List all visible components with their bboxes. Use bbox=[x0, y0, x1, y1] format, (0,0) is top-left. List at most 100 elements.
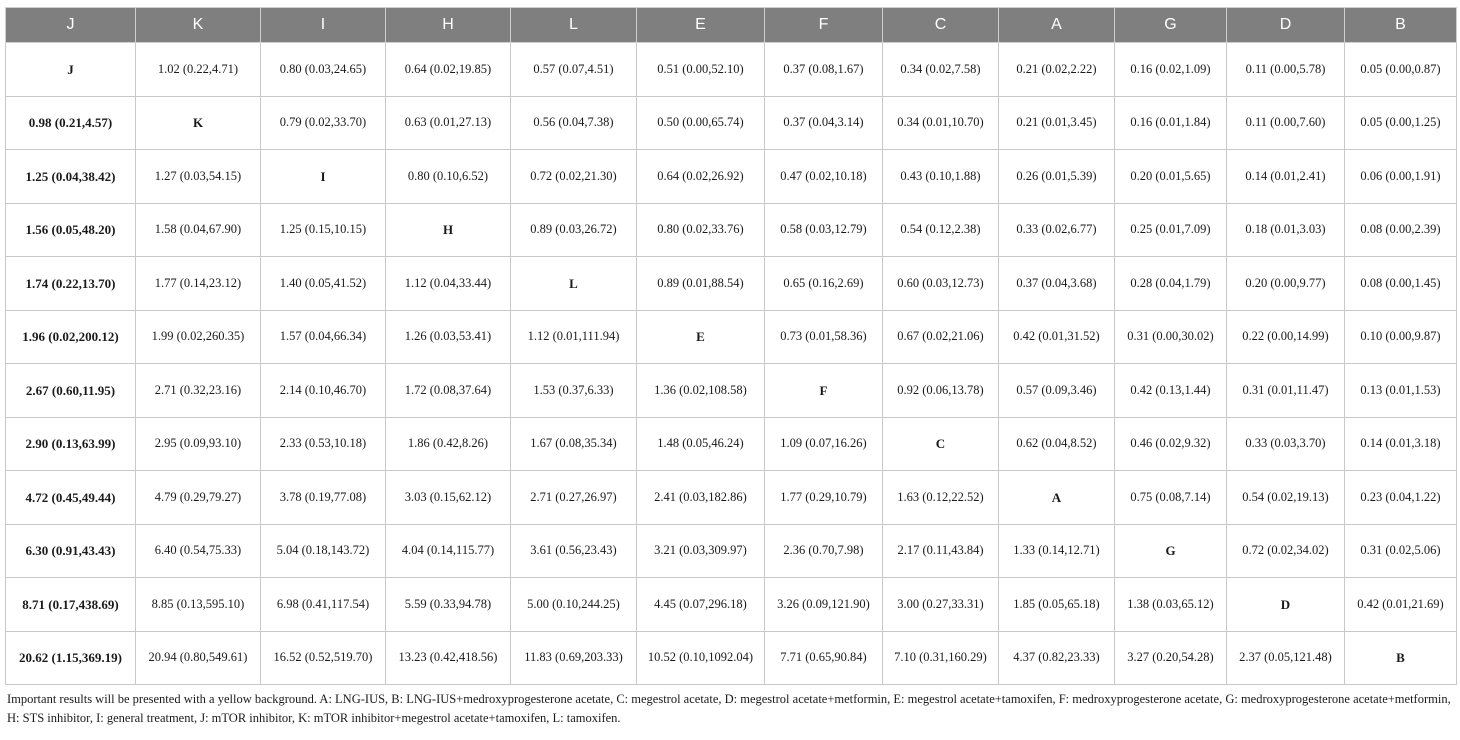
comparison-cell: 0.31 (0.02,5.06) bbox=[1344, 523, 1457, 578]
table-row: 0.98 (0.21,4.57) K 0.79 (0.02,33.70) 0.63 (… bbox=[5, 95, 1457, 150]
comparison-cell: 0.43 (0.10,1.88) bbox=[882, 149, 999, 204]
comparison-cell: 0.34 (0.02,7.58) bbox=[882, 42, 999, 97]
comparison-cell: 2.67 (0.60,11.95) bbox=[5, 363, 136, 418]
comparison-cell: 0.16 (0.01,1.84) bbox=[1114, 95, 1227, 150]
comparison-cell: 0.33 (0.03,3.70) bbox=[1226, 416, 1345, 471]
comparison-cell: 1.40 (0.05,41.52) bbox=[260, 256, 386, 311]
comparison-cell: 1.96 (0.02,200.12) bbox=[5, 309, 136, 364]
comparison-cell: 3.27 (0.20,54.28) bbox=[1114, 630, 1227, 685]
diagonal-treatment-cell: E bbox=[636, 309, 765, 364]
comparison-cell: 0.54 (0.02,19.13) bbox=[1226, 470, 1345, 525]
comparison-cell: 5.59 (0.33,94.78) bbox=[385, 577, 511, 632]
table-row: 8.71 (0.17,438.69) 8.85 (0.13,595.10) 6.98… bbox=[5, 577, 1457, 632]
comparison-cell: 0.37 (0.04,3.68) bbox=[998, 256, 1115, 311]
comparison-cell: 1.02 (0.22,4.71) bbox=[135, 42, 261, 97]
comparison-cell: 0.05 (0.00,1.25) bbox=[1344, 95, 1457, 150]
diagonal-treatment-cell: I bbox=[260, 149, 386, 204]
comparison-cell: 1.48 (0.05,46.24) bbox=[636, 416, 765, 471]
comparison-cell: 3.03 (0.15,62.12) bbox=[385, 470, 511, 525]
table-row: 4.72 (0.45,49.44) 4.79 (0.29,79.27) 3.78 (… bbox=[5, 470, 1457, 525]
table-row: 1.56 (0.05,48.20) 1.58 (0.04,67.90) 1.25 (… bbox=[5, 202, 1457, 257]
comparison-cell: 3.61 (0.56,23.43) bbox=[510, 523, 637, 578]
comparison-cell: 0.64 (0.02,26.92) bbox=[636, 149, 765, 204]
comparison-cell: 0.46 (0.02,9.32) bbox=[1114, 416, 1227, 471]
diagonal-treatment-cell: K bbox=[135, 95, 261, 150]
column-header-b: B bbox=[1344, 7, 1457, 43]
comparison-cell: 0.26 (0.01,5.39) bbox=[998, 149, 1115, 204]
comparison-cell: 1.27 (0.03,54.15) bbox=[135, 149, 261, 204]
comparison-cell: 0.75 (0.08,7.14) bbox=[1114, 470, 1227, 525]
comparison-cell: 0.98 (0.21,4.57) bbox=[5, 95, 136, 150]
comparison-cell: 0.51 (0.00,52.10) bbox=[636, 42, 765, 97]
comparison-cell: 0.10 (0.00,9.87) bbox=[1344, 309, 1457, 364]
column-header-f: F bbox=[764, 7, 883, 43]
column-header-g: G bbox=[1114, 7, 1227, 43]
comparison-cell: 3.78 (0.19,77.08) bbox=[260, 470, 386, 525]
comparison-cell: 0.57 (0.09,3.46) bbox=[998, 363, 1115, 418]
comparison-cell: 1.38 (0.03,65.12) bbox=[1114, 577, 1227, 632]
comparison-cell: 0.06 (0.00,1.91) bbox=[1344, 149, 1457, 204]
comparison-cell: 1.33 (0.14,12.71) bbox=[998, 523, 1115, 578]
table-row: 6.30 (0.91,43.43) 6.40 (0.54,75.33) 5.04 (… bbox=[5, 523, 1457, 578]
diagonal-treatment-cell: J bbox=[5, 42, 136, 97]
comparison-cell: 0.18 (0.01,3.03) bbox=[1226, 202, 1345, 257]
comparison-cell: 0.20 (0.00,9.77) bbox=[1226, 256, 1345, 311]
column-header-j: J bbox=[5, 7, 136, 43]
comparison-cell: 0.42 (0.13,1.44) bbox=[1114, 363, 1227, 418]
comparison-cell: 0.33 (0.02,6.77) bbox=[998, 202, 1115, 257]
comparison-cell: 0.34 (0.01,10.70) bbox=[882, 95, 999, 150]
diagonal-treatment-cell: H bbox=[385, 202, 511, 257]
comparison-cell: 3.00 (0.27,33.31) bbox=[882, 577, 999, 632]
diagonal-treatment-cell: A bbox=[998, 470, 1115, 525]
comparison-cell: 2.14 (0.10,46.70) bbox=[260, 363, 386, 418]
comparison-cell: 0.31 (0.00,30.02) bbox=[1114, 309, 1227, 364]
comparison-cell: 6.30 (0.91,43.43) bbox=[5, 523, 136, 578]
comparison-cell: 7.10 (0.31,160.29) bbox=[882, 630, 999, 685]
comparison-cell: 0.63 (0.01,27.13) bbox=[385, 95, 511, 150]
comparison-cell: 0.60 (0.03,12.73) bbox=[882, 256, 999, 311]
comparison-cell: 0.79 (0.02,33.70) bbox=[260, 95, 386, 150]
comparison-cell: 0.42 (0.01,31.52) bbox=[998, 309, 1115, 364]
comparison-cell: 0.73 (0.01,58.36) bbox=[764, 309, 883, 364]
comparison-cell: 0.05 (0.00,0.87) bbox=[1344, 42, 1457, 97]
comparison-cell: 0.14 (0.01,3.18) bbox=[1344, 416, 1457, 471]
comparison-cell: 0.13 (0.01,1.53) bbox=[1344, 363, 1457, 418]
comparison-cell: 0.22 (0.00,14.99) bbox=[1226, 309, 1345, 364]
comparison-cell: 1.74 (0.22,13.70) bbox=[5, 256, 136, 311]
table-row: 1.74 (0.22,13.70) 1.77 (0.14,23.12) 1.40 (… bbox=[5, 256, 1457, 311]
comparison-cell: 0.80 (0.10,6.52) bbox=[385, 149, 511, 204]
table-row: 2.90 (0.13,63.99) 2.95 (0.09,93.10) 2.33 (… bbox=[5, 416, 1457, 471]
comparison-cell: 0.50 (0.00,65.74) bbox=[636, 95, 765, 150]
comparison-cell: 0.21 (0.02,2.22) bbox=[998, 42, 1115, 97]
comparison-cell: 0.14 (0.01,2.41) bbox=[1226, 149, 1345, 204]
column-header-k: K bbox=[135, 7, 261, 43]
comparison-cell: 1.09 (0.07,16.26) bbox=[764, 416, 883, 471]
comparison-cell: 0.37 (0.04,3.14) bbox=[764, 95, 883, 150]
comparison-cell: 1.67 (0.08,35.34) bbox=[510, 416, 637, 471]
table-row: 2.67 (0.60,11.95) 2.71 (0.32,23.16) 2.14 (… bbox=[5, 363, 1457, 418]
comparison-cell: 1.77 (0.14,23.12) bbox=[135, 256, 261, 311]
comparison-cell: 20.62 (1.15,369.19) bbox=[5, 630, 136, 685]
column-header-c: C bbox=[882, 7, 999, 43]
comparison-cell: 0.72 (0.02,34.02) bbox=[1226, 523, 1345, 578]
comparison-cell: 2.90 (0.13,63.99) bbox=[5, 416, 136, 471]
comparison-cell: 0.92 (0.06,13.78) bbox=[882, 363, 999, 418]
comparison-cell: 1.53 (0.37,6.33) bbox=[510, 363, 637, 418]
comparison-cell: 2.71 (0.27,26.97) bbox=[510, 470, 637, 525]
comparison-cell: 11.83 (0.69,203.33) bbox=[510, 630, 637, 685]
comparison-cell: 0.11 (0.00,7.60) bbox=[1226, 95, 1345, 150]
comparison-cell: 10.52 (0.10,1092.04) bbox=[636, 630, 765, 685]
diagonal-treatment-cell: F bbox=[764, 363, 883, 418]
comparison-cell: 3.26 (0.09,121.90) bbox=[764, 577, 883, 632]
comparison-cell: 1.86 (0.42,8.26) bbox=[385, 416, 511, 471]
comparison-cell: 1.36 (0.02,108.58) bbox=[636, 363, 765, 418]
comparison-cell: 0.89 (0.01,88.54) bbox=[636, 256, 765, 311]
comparison-cell: 0.80 (0.03,24.65) bbox=[260, 42, 386, 97]
comparison-cell: 0.42 (0.01,21.69) bbox=[1344, 577, 1457, 632]
comparison-cell: 0.47 (0.02,10.18) bbox=[764, 149, 883, 204]
comparison-cell: 0.37 (0.08,1.67) bbox=[764, 42, 883, 97]
comparison-cell: 4.72 (0.45,49.44) bbox=[5, 470, 136, 525]
comparison-cell: 8.71 (0.17,438.69) bbox=[5, 577, 136, 632]
comparison-cell: 1.57 (0.04,66.34) bbox=[260, 309, 386, 364]
